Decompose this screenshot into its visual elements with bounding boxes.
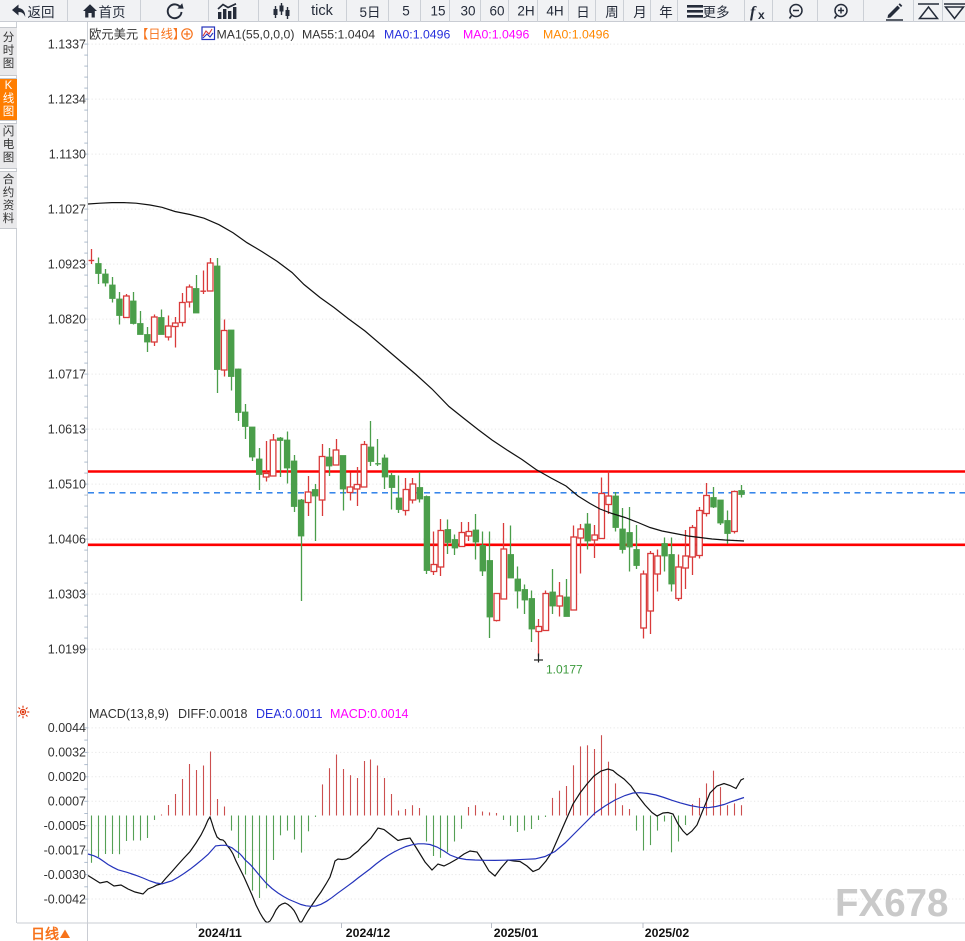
svg-text:MA0:1.0496: MA0:1.0496 <box>463 27 529 41</box>
svg-text:1.0199: 1.0199 <box>48 642 86 656</box>
svg-text:MACD(13,8,9): MACD(13,8,9) <box>89 707 169 721</box>
svg-text:x: x <box>758 8 765 21</box>
svg-text:1.1027: 1.1027 <box>48 202 86 216</box>
svg-text:2024/12: 2024/12 <box>346 926 391 940</box>
svg-text:f: f <box>750 4 757 21</box>
svg-text:MA0:1.0496: MA0:1.0496 <box>384 27 450 41</box>
svg-text:-0.0005: -0.0005 <box>44 819 86 833</box>
svg-text:MA0:1.0496: MA0:1.0496 <box>543 27 609 41</box>
svg-text:-0.0017: -0.0017 <box>44 843 86 857</box>
svg-text:MA1(55,0,0,0): MA1(55,0,0,0) <box>217 27 295 41</box>
svg-text:0.0007: 0.0007 <box>48 795 86 809</box>
svg-text:2025/02: 2025/02 <box>645 926 690 940</box>
svg-text:1.1337: 1.1337 <box>48 37 86 51</box>
svg-text:0.0032: 0.0032 <box>48 746 86 760</box>
svg-text:1.0177: 1.0177 <box>546 663 583 677</box>
svg-text:1.0510: 1.0510 <box>48 477 86 491</box>
svg-text:MACD:0.0014: MACD:0.0014 <box>330 707 409 721</box>
svg-text:1.0613: 1.0613 <box>48 422 86 436</box>
svg-text:1.0406: 1.0406 <box>48 532 86 546</box>
svg-text:-0.0042: -0.0042 <box>44 892 86 906</box>
svg-text:0.0044: 0.0044 <box>48 721 86 735</box>
svg-text:2024/11: 2024/11 <box>198 926 242 940</box>
svg-text:MA55:1.0404: MA55:1.0404 <box>302 27 375 41</box>
svg-text:日线: 日线 <box>31 926 59 941</box>
svg-text:1.0717: 1.0717 <box>48 367 86 381</box>
svg-text:1.1234: 1.1234 <box>48 92 86 106</box>
svg-text:1.0923: 1.0923 <box>48 257 86 271</box>
svg-text:FX678: FX678 <box>835 882 948 925</box>
svg-text:-0.0030: -0.0030 <box>44 868 86 882</box>
svg-text:【日线】: 【日线】 <box>136 27 185 41</box>
svg-text:DEA:0.0011: DEA:0.0011 <box>256 707 323 721</box>
svg-text:DIFF:0.0018: DIFF:0.0018 <box>178 707 248 721</box>
svg-text:1.0303: 1.0303 <box>48 587 86 601</box>
svg-text:1.1130: 1.1130 <box>49 147 86 161</box>
svg-text:2025/01: 2025/01 <box>494 926 539 940</box>
svg-text:0.0020: 0.0020 <box>48 770 86 784</box>
svg-text:1.0820: 1.0820 <box>48 312 86 326</box>
svg-text:欧元美元: 欧元美元 <box>89 27 138 41</box>
